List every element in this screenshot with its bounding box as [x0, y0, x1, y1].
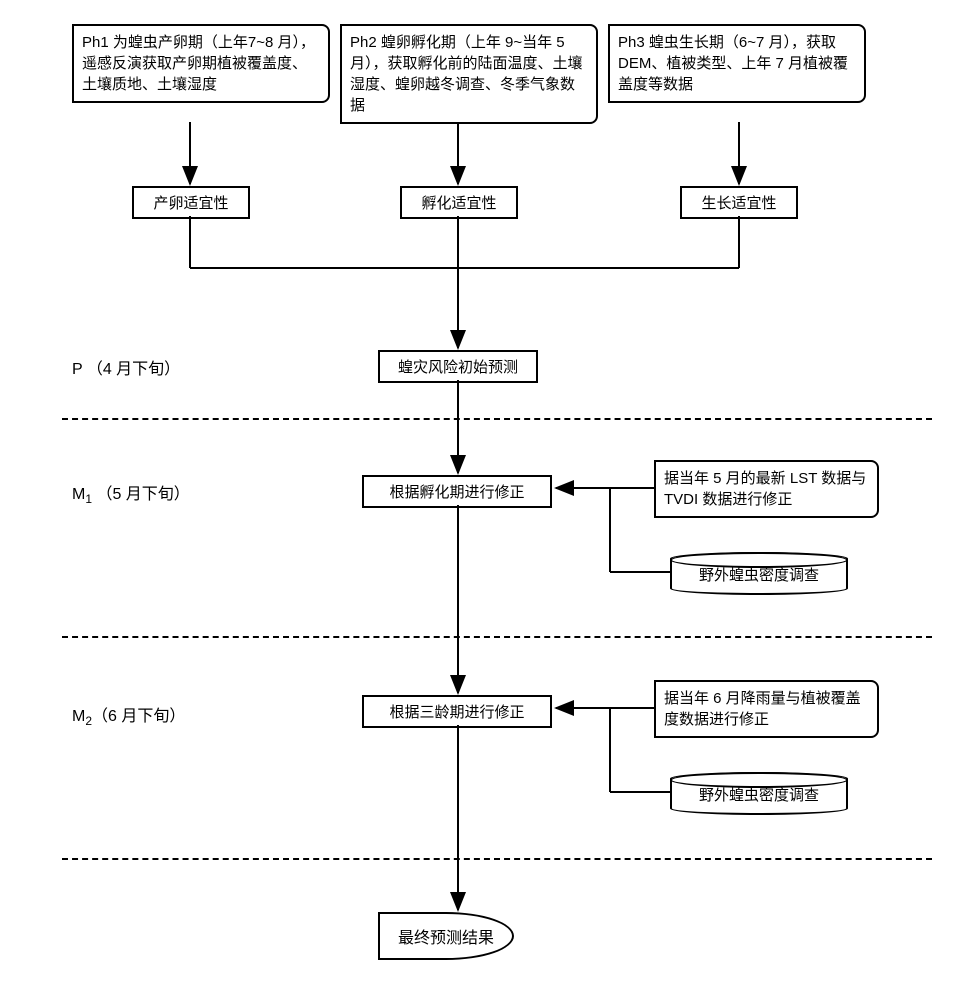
label-p: P （4 月下旬）: [72, 355, 180, 379]
lay-suitability-text: 产卵适宜性: [153, 195, 228, 212]
m1-correction-box: 根据孵化期进行修正: [362, 475, 552, 508]
m1-survey-cylinder: 野外蝗虫密度调查: [670, 552, 848, 595]
m1-data-text: 据当年 5 月的最新 LST 数据与 TVDI 数据进行修正: [664, 470, 866, 508]
label-m2: M2（6 月下旬）: [72, 702, 185, 728]
initial-prediction-text: 蝗灾风险初始预测: [398, 359, 518, 376]
divider-1: [62, 418, 932, 420]
m2-correction-box: 根据三龄期进行修正: [362, 695, 552, 728]
hatch-suitability-text: 孵化适宜性: [421, 195, 496, 212]
m2-data-box: 据当年 6 月降雨量与植被覆盖度数据进行修正: [654, 680, 879, 738]
ph3-text: Ph3 蝗虫生长期（6~7 月），获取 DEM、植被类型、上年 7 月植被覆盖度…: [618, 34, 848, 93]
final-result-text: 最终预测结果: [398, 930, 494, 947]
ph2-text: Ph2 蝗卵孵化期（上年 9~当年 5 月），获取孵化前的陆面温度、土壤湿度、蝗…: [350, 34, 583, 114]
m1-survey-text: 野外蝗虫密度调查: [699, 567, 819, 584]
ph1-box: Ph1 为蝗虫产卵期（上年7~8 月），遥感反演获取产卵期植被覆盖度、土壤质地、…: [72, 24, 330, 103]
lay-suitability-box: 产卵适宜性: [132, 186, 250, 219]
m1-data-box: 据当年 5 月的最新 LST 数据与 TVDI 数据进行修正: [654, 460, 879, 518]
growth-suitability-text: 生长适宜性: [701, 195, 776, 212]
divider-2: [62, 636, 932, 638]
divider-3: [62, 858, 932, 860]
ph1-text: Ph1 为蝗虫产卵期（上年7~8 月），遥感反演获取产卵期植被覆盖度、土壤质地、…: [82, 34, 315, 93]
initial-prediction-box: 蝗灾风险初始预测: [378, 350, 538, 383]
m1-correction-text: 根据孵化期进行修正: [389, 484, 524, 501]
m2-survey-cylinder: 野外蝗虫密度调查: [670, 772, 848, 815]
final-result-box: 最终预测结果: [378, 912, 514, 960]
m2-correction-text: 根据三龄期进行修正: [389, 704, 524, 721]
label-m1: M1 （5 月下旬）: [72, 480, 190, 506]
m2-survey-text: 野外蝗虫密度调查: [699, 787, 819, 804]
ph3-box: Ph3 蝗虫生长期（6~7 月），获取 DEM、植被类型、上年 7 月植被覆盖度…: [608, 24, 866, 103]
hatch-suitability-box: 孵化适宜性: [400, 186, 518, 219]
growth-suitability-box: 生长适宜性: [680, 186, 798, 219]
m2-data-text: 据当年 6 月降雨量与植被覆盖度数据进行修正: [664, 690, 861, 728]
ph2-box: Ph2 蝗卵孵化期（上年 9~当年 5 月），获取孵化前的陆面温度、土壤湿度、蝗…: [340, 24, 598, 124]
